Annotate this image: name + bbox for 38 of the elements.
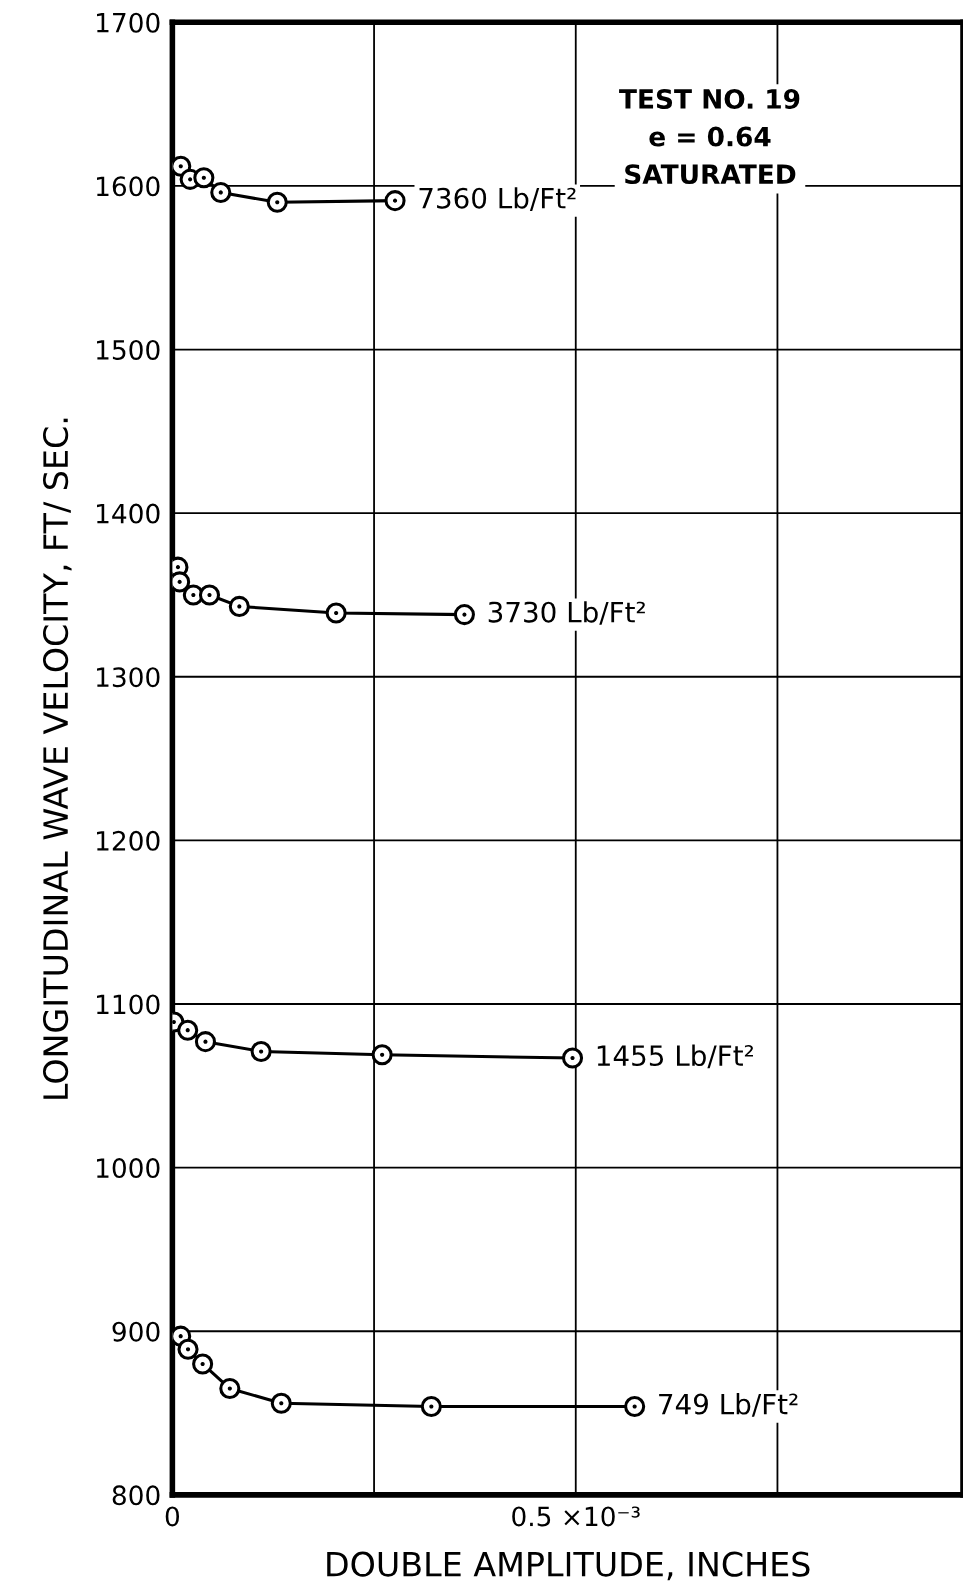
series-label: 3730 Lb/Ft² (488, 601, 645, 625)
point (193, 167, 215, 189)
point (266, 191, 288, 213)
point (194, 1031, 217, 1053)
point (371, 1044, 393, 1066)
point (250, 1040, 272, 1063)
point (198, 584, 221, 606)
point (228, 595, 250, 617)
y-tick-label: 1000 (97, 1158, 160, 1179)
y-tick-label: 800 (112, 1485, 160, 1506)
x-axis-title: DOUBLE AMPLITUDE, INCHES (327, 1551, 810, 1581)
y-tick-label: 1200 (97, 830, 160, 851)
x-tick-label: 0.5 ×10⁻³ (512, 1506, 640, 1527)
point (270, 1392, 292, 1414)
point (453, 604, 475, 626)
series-label: 7360 Lb/Ft² (419, 187, 576, 211)
y-tick-label: 1500 (97, 339, 160, 360)
y-tick-label: 1400 (97, 503, 160, 524)
x-tick-label: 0 (165, 1506, 180, 1527)
point (384, 190, 406, 212)
series-label: 749 Lb/Ft² (659, 1393, 798, 1417)
point (561, 1047, 584, 1069)
point (219, 1377, 241, 1400)
annotation: TEST NO. 19 e = 0.64 SATURATED (619, 89, 800, 185)
y-tick-label: 1700 (97, 12, 160, 33)
point (192, 1353, 214, 1375)
point (177, 1019, 199, 1041)
point (624, 1395, 646, 1418)
y-tick-label: 1100 (97, 994, 160, 1015)
point (210, 181, 232, 204)
point (177, 1338, 199, 1360)
series-label: 1455 Lb/Ft² (597, 1044, 753, 1069)
y-tick-label: 1600 (97, 176, 160, 197)
point (325, 602, 347, 624)
y-tick-label: 1300 (97, 667, 160, 688)
y-axis-title: LONGITUDINAL WAVE VELOCITY, FT/ SEC. (42, 418, 72, 1099)
point (420, 1395, 442, 1418)
y-tick-label: 900 (112, 1321, 160, 1342)
